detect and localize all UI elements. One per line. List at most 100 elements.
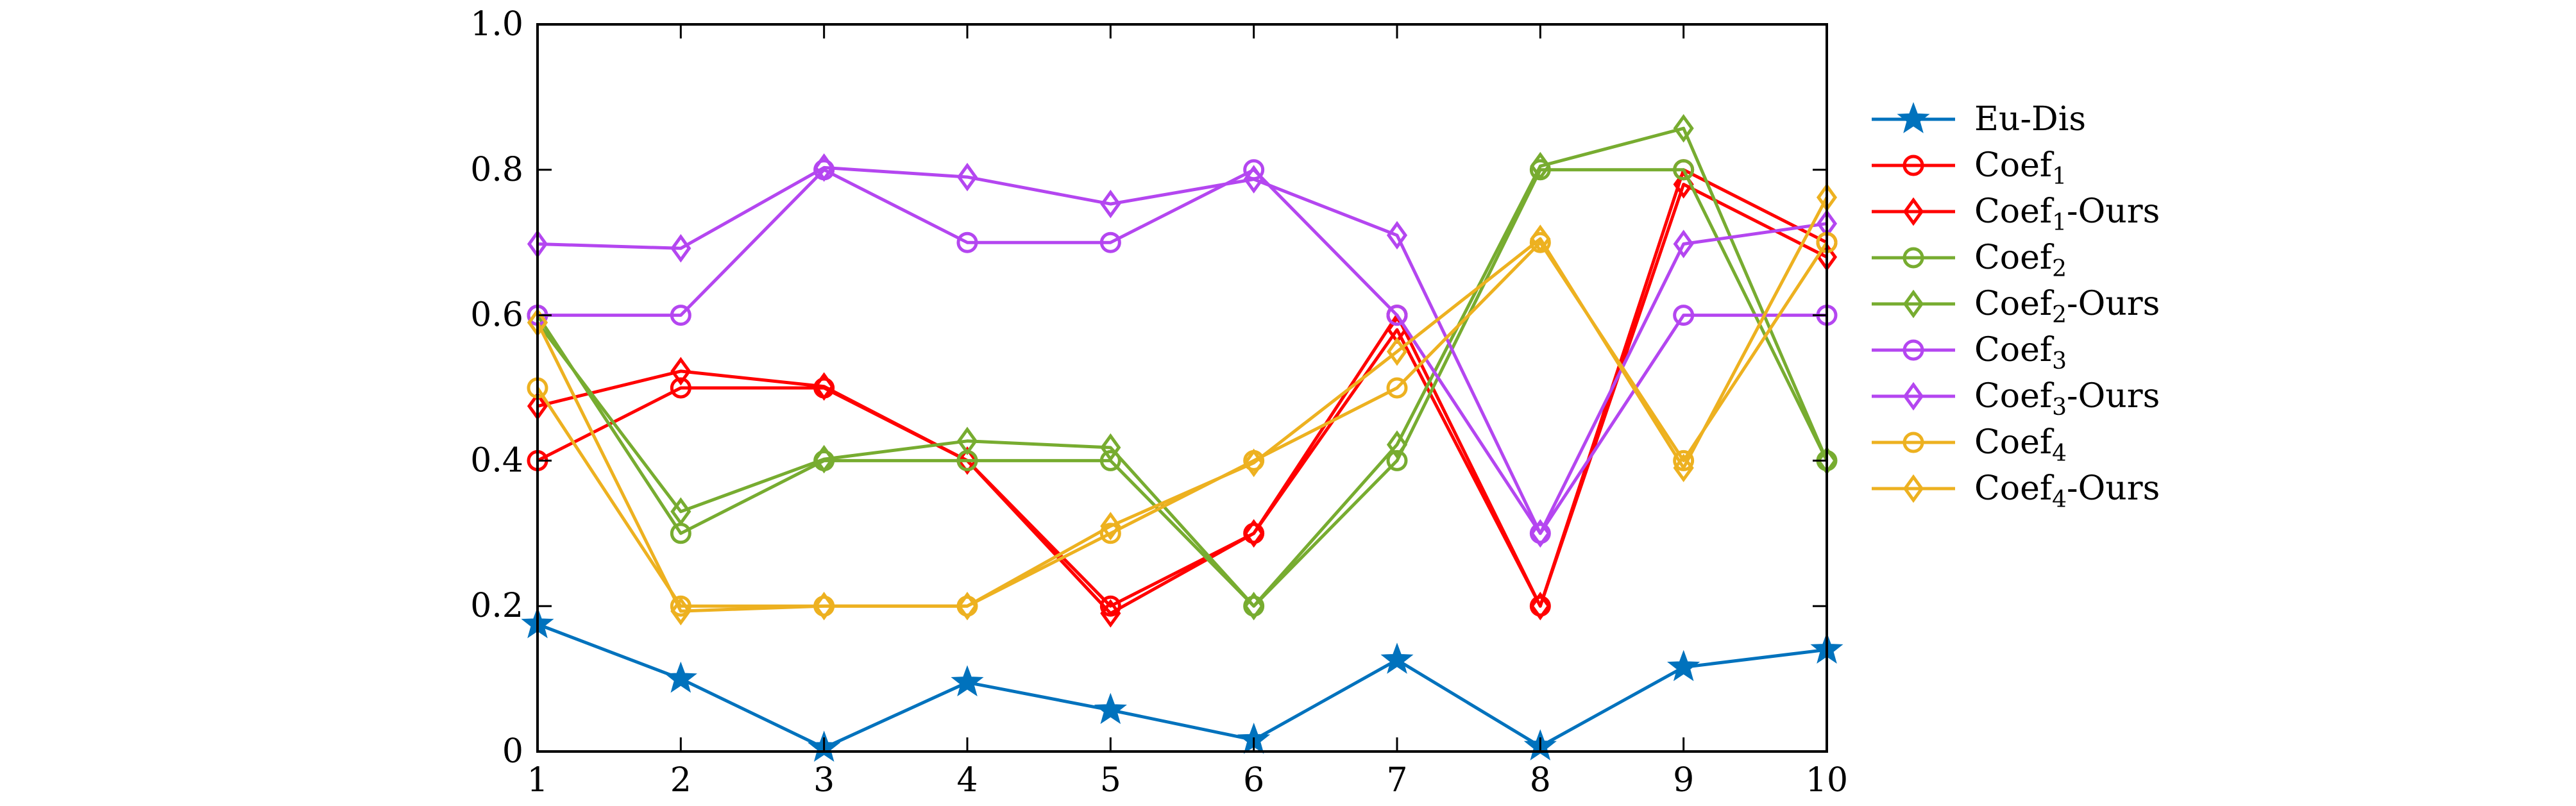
x-tick-label: 10 <box>1806 761 1848 800</box>
point-coef2-5 <box>1099 449 1121 471</box>
point-eu-dis-9 <box>1667 650 1700 682</box>
point-coef3-7 <box>1386 305 1408 326</box>
point-coef2-ours-4 <box>956 426 978 456</box>
legend-label: Coef3-Ours <box>1974 377 2160 421</box>
point-eu-dis-5 <box>1094 693 1127 725</box>
legend-label: Coef3 <box>1974 331 2067 374</box>
legend-marker-circle <box>1902 247 1924 269</box>
series-coef1 <box>527 159 1838 617</box>
point-coef2-ours-5 <box>1100 433 1121 462</box>
y-tick-label: 0.4 <box>470 441 523 480</box>
series-line-coef4 <box>536 240 1829 608</box>
plot-area <box>521 113 1843 762</box>
legend-item-coef3: Coef3 <box>1872 331 2067 374</box>
legend-marker-circle <box>1902 339 1924 361</box>
point-coef2-ours-7 <box>1386 430 1408 459</box>
legend-label: Coef2-Ours <box>1974 285 2160 328</box>
legend-item-coef1-ours: Coef1-Ours <box>1872 192 2160 236</box>
legend-label: Coef1-Ours <box>1974 192 2160 236</box>
point-coef4-ours-8 <box>1530 224 1551 253</box>
x-tick-label: 9 <box>1673 761 1694 800</box>
point-eu-dis-2 <box>664 661 697 693</box>
y-tick-label: 0 <box>502 732 523 771</box>
point-coef3-ours-4 <box>956 162 978 192</box>
point-coef2-ours-8 <box>1530 151 1551 181</box>
point-coef3-5 <box>1099 231 1121 253</box>
series-line-coef2 <box>536 168 1829 608</box>
y-tick-label: 0.8 <box>470 151 523 189</box>
point-eu-dis-4 <box>951 665 984 697</box>
legend-label: Coef4 <box>1974 423 2067 467</box>
legend-label: Eu-Dis <box>1974 100 2086 139</box>
series-line-coef4-ours <box>536 196 1829 613</box>
series-line-coef3 <box>538 168 1827 535</box>
point-coef4-ours-2 <box>670 596 691 626</box>
series-line-eu-dis <box>537 623 1827 750</box>
series-line-coef3-ours <box>537 165 1827 535</box>
point-coef3-ours-6 <box>1243 165 1264 194</box>
point-coef3-ours-9 <box>1673 230 1694 258</box>
x-tick-label: 7 <box>1386 761 1407 800</box>
point-coef2-ours-9 <box>1673 113 1694 143</box>
y-tick-label: 0.2 <box>470 587 523 625</box>
point-coef2-ours-6 <box>1243 591 1264 621</box>
legend-marker-star <box>1897 102 1930 133</box>
y-tick-label: 0.6 <box>470 296 523 335</box>
point-coef2-7 <box>1386 449 1408 471</box>
point-coef1-ours-8 <box>1530 591 1551 621</box>
x-tick-label: 8 <box>1530 761 1551 800</box>
point-coef1-ours-6 <box>1243 519 1264 548</box>
series-line-coef1-ours <box>537 183 1828 615</box>
legend-marker-diamond <box>1902 382 1924 411</box>
point-coef3-ours-3 <box>813 153 835 182</box>
legend-item-eu-dis: Eu-Dis <box>1872 100 2086 139</box>
legend-marker-circle <box>1902 155 1924 176</box>
point-coef4-ours-3 <box>813 591 835 621</box>
point-coef3-ours-8 <box>1530 519 1551 548</box>
point-coef1-ours-5 <box>1100 599 1121 628</box>
point-coef4-ours-9 <box>1673 453 1694 483</box>
y-tick-label: 1.0 <box>470 5 523 44</box>
point-coef3-ours-7 <box>1386 221 1408 250</box>
series-line-coef2-ours <box>536 126 1829 608</box>
x-tick-label: 5 <box>1100 761 1121 800</box>
legend-item-coef4-ours: Coef4-Ours <box>1872 469 2160 513</box>
legend-marker-diamond <box>1902 474 1924 503</box>
legend: Eu-DisCoef1Coef1-OursCoef2Coef2-OursCoef… <box>1872 100 2160 513</box>
axes: 1 2 3 4 5 6 7 8 9 10 0 0.2 0.4 0.6 0.8 1.0 <box>470 5 1848 800</box>
point-coef4-ours-6 <box>1243 448 1264 478</box>
point-coef2-ours-2 <box>670 497 691 526</box>
point-coef1-ours-4 <box>956 446 978 475</box>
legend-item-coef4: Coef4 <box>1872 423 2067 467</box>
point-coef4-9 <box>1673 449 1695 471</box>
x-tick-label: 4 <box>956 761 978 800</box>
point-coef4-ours-5 <box>1100 512 1121 541</box>
legend-label: Coef2 <box>1974 239 2067 282</box>
legend-item-coef2-ours: Coef2-Ours <box>1872 285 2160 328</box>
point-coef4-ours-4 <box>956 591 978 621</box>
point-coef1-ours-2 <box>670 357 691 386</box>
legend-label: Coef4-Ours <box>1974 469 2160 513</box>
x-tick-label: 2 <box>670 761 691 800</box>
series-eu-dis <box>521 607 1843 762</box>
legend-marker-circle <box>1902 432 1924 453</box>
point-coef3-2 <box>670 305 691 326</box>
point-eu-dis-7 <box>1380 642 1414 674</box>
x-tick-label: 6 <box>1243 761 1264 800</box>
x-tick-label: 3 <box>813 761 835 800</box>
legend-marker-diamond <box>1902 289 1924 319</box>
series-coef3-ours <box>527 153 1838 548</box>
point-coef4-ours-7 <box>1386 337 1408 366</box>
point-coef4-7 <box>1386 377 1408 399</box>
point-coef3-4 <box>956 231 978 253</box>
point-coef3-9 <box>1673 305 1695 326</box>
series-coef3 <box>527 159 1838 544</box>
point-coef2-9 <box>1673 159 1695 181</box>
point-coef1-2 <box>670 377 691 399</box>
series-coef4 <box>527 231 1838 617</box>
plot-frame <box>536 23 1828 753</box>
legend-item-coef1: Coef1 <box>1872 146 2067 190</box>
point-coef2-ours-3 <box>813 444 835 474</box>
